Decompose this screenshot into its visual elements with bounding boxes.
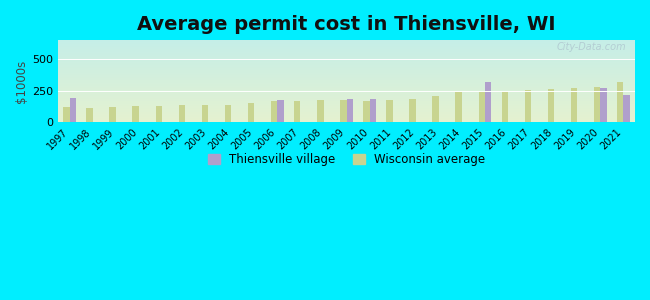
Bar xyxy=(133,106,139,122)
Bar xyxy=(432,96,439,122)
Bar xyxy=(594,87,601,122)
Bar xyxy=(571,88,577,122)
Bar xyxy=(63,107,70,122)
Bar xyxy=(155,106,162,122)
Bar xyxy=(502,91,508,122)
Bar xyxy=(617,82,623,122)
Bar xyxy=(346,99,353,122)
Bar xyxy=(623,95,630,122)
Bar xyxy=(525,90,531,122)
Title: Average permit cost in Thiensville, WI: Average permit cost in Thiensville, WI xyxy=(137,15,556,34)
Bar xyxy=(248,103,254,122)
Bar xyxy=(340,100,346,122)
Bar xyxy=(225,104,231,122)
Y-axis label: $1000s: $1000s xyxy=(15,59,28,103)
Bar xyxy=(478,92,485,122)
Bar xyxy=(410,99,416,122)
Legend: Thiensville village, Wisconsin average: Thiensville village, Wisconsin average xyxy=(208,153,486,166)
Bar xyxy=(294,101,300,122)
Bar xyxy=(601,88,607,122)
Bar xyxy=(485,82,491,122)
Bar xyxy=(363,101,370,122)
Bar xyxy=(271,101,278,122)
Bar xyxy=(109,107,116,122)
Bar xyxy=(278,100,284,122)
Bar xyxy=(70,98,76,122)
Bar xyxy=(548,89,554,122)
Bar xyxy=(202,105,208,122)
Bar xyxy=(386,100,393,122)
Bar xyxy=(317,100,324,122)
Text: City-Data.com: City-Data.com xyxy=(556,42,627,52)
Bar xyxy=(370,99,376,122)
Bar xyxy=(86,108,93,122)
Bar xyxy=(179,105,185,122)
Bar xyxy=(456,92,462,122)
